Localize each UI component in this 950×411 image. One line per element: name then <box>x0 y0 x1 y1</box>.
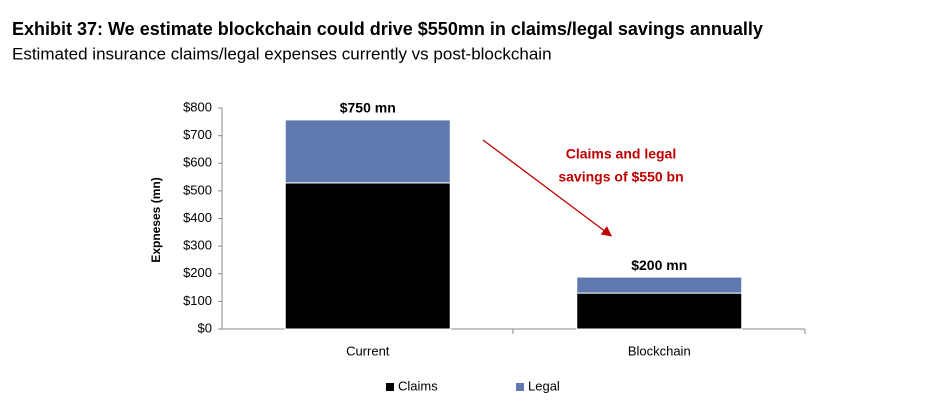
y-tick-label: $400 <box>183 210 212 225</box>
y-tick-label: $300 <box>183 238 212 253</box>
bar-segment <box>284 119 451 184</box>
legend-label: Claims <box>398 378 438 393</box>
y-tick-label: $0 <box>198 320 212 335</box>
chart-title: Exhibit 37: We estimate blockchain could… <box>12 19 763 39</box>
y-tick-label: $500 <box>183 182 212 197</box>
y-tick-label: $800 <box>183 99 212 114</box>
bar-segment <box>284 182 451 330</box>
bar-segment <box>576 292 743 330</box>
legend-label: Legal <box>528 378 560 393</box>
y-tick-label: $700 <box>183 127 212 142</box>
legend-swatch <box>516 383 524 391</box>
total-label: $200 mn <box>631 257 687 273</box>
chart-subtitle: Estimated insurance claims/legal expense… <box>12 44 552 63</box>
bar-segment <box>576 276 743 294</box>
y-tick-label: $200 <box>183 265 212 280</box>
legend-swatch <box>386 383 394 391</box>
y-axis-label: Expneses (mn) <box>149 177 163 262</box>
arrow <box>482 139 613 237</box>
y-tick-label: $600 <box>183 155 212 170</box>
x-tick-label: Current <box>346 343 390 358</box>
x-tick-label: Blockchain <box>628 343 691 358</box>
y-tick-label: $100 <box>183 293 212 308</box>
total-label: $750 mn <box>340 100 396 116</box>
annotation: Claims and legal <box>566 146 676 162</box>
annotation: savings of $550 bn <box>558 169 683 185</box>
